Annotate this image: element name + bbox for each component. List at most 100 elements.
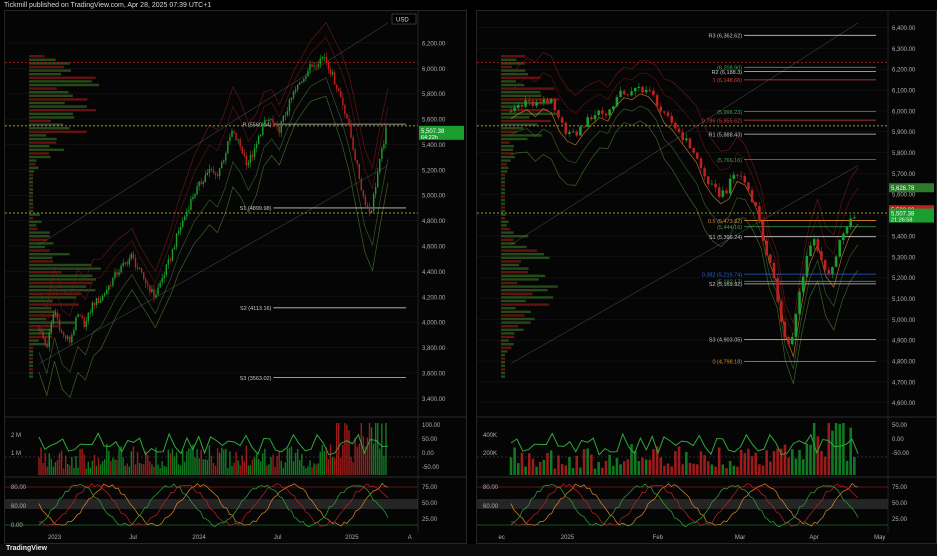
- candle-body: [783, 321, 787, 338]
- candle-body: [243, 153, 246, 156]
- volume-bar: [163, 465, 165, 475]
- candle-body: [827, 269, 831, 275]
- volume-profile-bar: [29, 127, 70, 130]
- candle-body: [79, 314, 81, 316]
- volume-profile-bar: [501, 173, 505, 177]
- volume-bar: [681, 464, 684, 475]
- candle-body: [816, 239, 820, 252]
- volume-profile-bar: [29, 69, 71, 72]
- lower-band-outer: [38, 95, 389, 399]
- volume-bar: [674, 451, 677, 475]
- volume-profile-bar: [501, 292, 533, 295]
- candle-body: [385, 127, 387, 145]
- volume-profile-bar: [501, 163, 507, 166]
- volume-bar: [827, 423, 831, 475]
- volume-profile-bar: [29, 87, 57, 90]
- volume-bar: [717, 447, 721, 475]
- publisher-header: Tickmill published on TradingView.com, A…: [4, 2, 212, 9]
- volume-bar: [531, 458, 535, 475]
- volume-bar: [62, 468, 65, 475]
- lower-band: [38, 77, 389, 375]
- volume-bar: [633, 450, 637, 475]
- volume-bar: [159, 468, 161, 475]
- volume-bar: [372, 443, 375, 475]
- volume-bar: [323, 451, 326, 475]
- volume-profile-bar: [501, 256, 550, 259]
- volume-profile-bar: [29, 184, 33, 187]
- upper-band-inner: [510, 72, 859, 337]
- trend-channel-line: [38, 165, 389, 364]
- volume-bar: [597, 461, 600, 475]
- volume-profile-bar: [29, 195, 33, 198]
- volume-profile-bar: [29, 267, 101, 270]
- candle-body: [513, 107, 516, 111]
- candle-body: [58, 319, 61, 331]
- volume-profile-bar: [501, 224, 507, 227]
- volume-profile-bar: [501, 339, 509, 342]
- volume-bar: [321, 445, 324, 475]
- oscillator-left-label: 60.00: [483, 504, 499, 510]
- pivot-label: S2 (5,169.92): [709, 282, 742, 288]
- candle-body: [188, 209, 190, 212]
- volume-bar: [179, 465, 182, 475]
- volume-bar: [538, 461, 542, 475]
- volume-bar: [325, 447, 328, 475]
- volume-bar: [360, 423, 363, 475]
- volume-bar: [699, 451, 703, 475]
- volume-bar: [278, 450, 280, 475]
- candle-body: [542, 99, 546, 103]
- candle-body: [247, 162, 250, 166]
- candle-body: [769, 254, 772, 263]
- right-chart-svg[interactable]: 6,400.00 6,300.00 6,200.00 6,100.00 6,000.00…: [477, 11, 936, 543]
- trend-channel-line: [510, 165, 859, 364]
- candle-body: [352, 137, 354, 150]
- candle-body: [809, 245, 812, 256]
- volume-profile-bar: [29, 346, 34, 349]
- volume-profile-bar: [29, 141, 57, 144]
- x-tick-label: ec: [498, 535, 504, 541]
- volume-profile-bar: [29, 202, 33, 205]
- candle-body: [699, 158, 703, 169]
- volume-profile-bar: [29, 314, 61, 317]
- candle-body: [278, 127, 280, 133]
- lower-band: [510, 105, 859, 371]
- upper-band-inner: [38, 36, 389, 327]
- volume-profile-bar: [29, 227, 38, 231]
- volume-bar: [307, 466, 309, 475]
- candle-body: [69, 336, 71, 343]
- candle-body: [173, 247, 176, 250]
- volume-profile-bar: [29, 317, 47, 321]
- volume-bar: [186, 451, 188, 475]
- volume-bar: [87, 461, 89, 475]
- candle-body: [286, 111, 289, 116]
- volume-bar: [652, 449, 655, 475]
- volume-bar: [257, 459, 260, 475]
- volume-profile-bar: [29, 321, 76, 324]
- chart-panel-right[interactable]: 6,400.00 6,300.00 6,200.00 6,100.00 6,000.00…: [476, 10, 937, 544]
- candle-body: [237, 139, 239, 141]
- candle-body: [758, 205, 761, 221]
- oscillator-line: [510, 482, 859, 527]
- candle-body: [527, 100, 531, 102]
- volume-profile-bar: [29, 145, 50, 148]
- volume-profile-bar: [501, 83, 525, 87]
- candle-body: [597, 110, 600, 116]
- volume-axis-label: 50.00: [892, 423, 908, 429]
- candle-body: [235, 132, 237, 141]
- volume-bar: [83, 454, 85, 475]
- volume-bar: [114, 459, 116, 475]
- candle-body: [356, 159, 358, 164]
- candle-body: [194, 194, 196, 198]
- tradingview-logo[interactable]: TradingView: [6, 545, 48, 552]
- volume-bar: [268, 464, 270, 475]
- volume-profile-bar: [29, 213, 40, 216]
- candle-body: [307, 70, 309, 77]
- left-chart-svg[interactable]: 6,200.00 6,000.00 5,800.00 5,600.00 5,400.00…: [5, 11, 466, 543]
- volume-profile-bar: [501, 148, 514, 151]
- candle-body: [208, 169, 211, 173]
- volume-bar: [122, 457, 124, 475]
- chart-panel-left[interactable]: 6,200.00 6,000.00 5,800.00 5,600.00 5,400.00…: [4, 10, 467, 544]
- volume-bar: [153, 466, 155, 475]
- candle-body: [538, 102, 542, 104]
- volume-profile-bar: [29, 130, 87, 133]
